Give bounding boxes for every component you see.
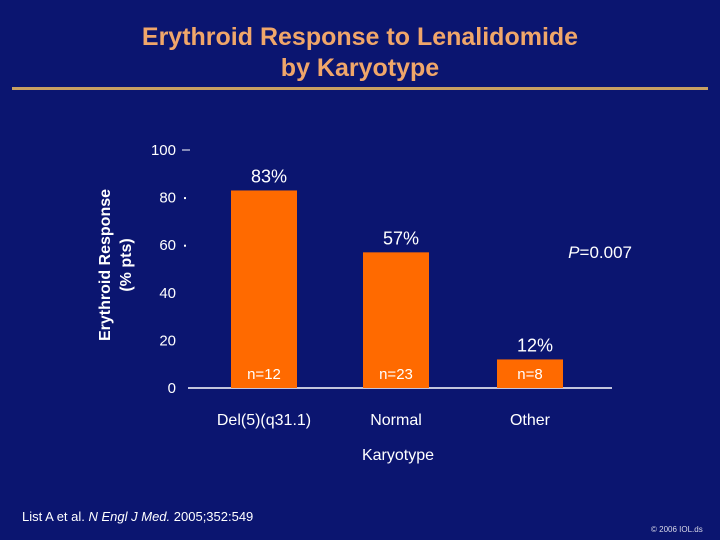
title-line-1: Erythroid Response to Lenalidomide: [141, 23, 579, 51]
citation: List A et al. N Engl J Med. 2005;352:549: [22, 509, 254, 524]
y-tick-label: 20: [159, 332, 176, 349]
x-category-label: Normal: [370, 412, 422, 429]
bar: [497, 359, 563, 388]
y-tick-label: 0: [168, 380, 176, 397]
bar-value-label: 57%: [383, 228, 419, 248]
y-tick-mark: [184, 197, 186, 200]
copyright: © 2006 IOL.ds: [651, 525, 703, 534]
bar-value-label: 12%: [517, 335, 553, 355]
x-category-label: Del(5)(q31.1): [217, 412, 311, 429]
y-tick-label: 40: [159, 285, 176, 302]
y-tick-label: 60: [159, 237, 176, 254]
y-tick-mark: [184, 244, 186, 247]
bar: [363, 252, 429, 388]
bar-n-label: n=12: [247, 366, 281, 383]
bar: [231, 190, 297, 388]
y-tick-label: 100: [151, 142, 176, 159]
bar-n-label: n=8: [517, 366, 542, 383]
y-tick-label: 80: [159, 190, 176, 207]
y-axis-title: Erythroid Response (% pts): [97, 189, 135, 341]
bar-n-label: n=23: [379, 366, 413, 383]
title-divider: [12, 87, 708, 90]
x-axis-title: Karyotype: [362, 447, 434, 464]
p-value-annotation: P=0.007: [568, 243, 632, 262]
title-line-2: by Karyotype: [280, 54, 440, 82]
page-title: Erythroid Response to Lenalidomide by Ka…: [0, 22, 720, 84]
x-category-label: Other: [510, 412, 551, 429]
bar-value-label: 83%: [251, 166, 287, 186]
